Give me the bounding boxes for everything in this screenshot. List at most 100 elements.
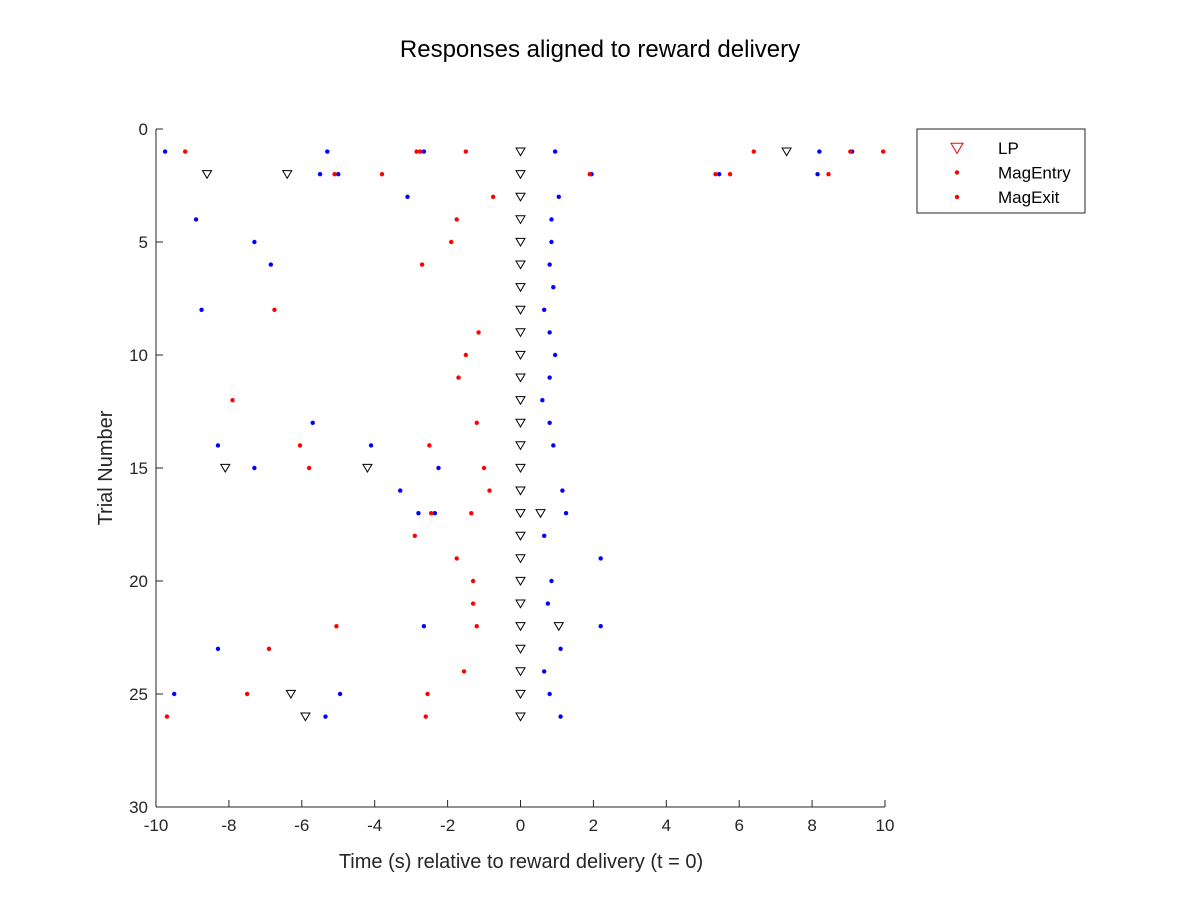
lever-press-marker — [515, 531, 526, 541]
chart-title: Responses aligned to reward delivery — [400, 36, 800, 63]
lever-press-marker — [515, 509, 526, 519]
x-tick-label: -6 — [294, 816, 309, 835]
red-data-point — [425, 691, 430, 697]
blue-data-point — [549, 578, 554, 584]
lever-press-marker — [515, 712, 526, 722]
blue-data-point — [432, 511, 438, 516]
blue-data-point — [545, 601, 551, 606]
red-data-point — [454, 556, 459, 561]
plot-area: -10 -8 -6 -4 -2 0 2 4 6 8 10 0 5 10 15 20 25 30 — [129, 120, 894, 835]
blue-data-point — [368, 443, 374, 448]
lever-press-marker — [515, 373, 526, 383]
x-tick-label: 8 — [807, 816, 816, 835]
blue-data-point — [551, 443, 556, 448]
blue-data-point — [215, 646, 221, 651]
blue-data-point — [421, 149, 427, 154]
blue-data-point — [310, 420, 315, 425]
y-tick-label: 0 — [139, 120, 148, 139]
lever-press-marker — [515, 328, 526, 338]
lever-press-marker — [515, 215, 526, 225]
red-data-point — [418, 149, 423, 154]
blue-data-point — [547, 330, 552, 335]
lever-press-marker — [781, 147, 792, 157]
red-data-point — [461, 669, 467, 674]
lever-press-marker — [553, 622, 565, 632]
blue-data-point — [436, 465, 441, 471]
red-data-point — [423, 714, 428, 719]
lever-press-marker — [285, 689, 297, 700]
blue-data-point — [549, 239, 554, 245]
red-data-point — [332, 172, 337, 177]
red-data-point — [427, 443, 432, 448]
red-data-point — [297, 443, 303, 448]
lever-press-marker — [515, 622, 526, 632]
y-tick-label: 10 — [129, 346, 148, 365]
lever-press-marker — [515, 441, 526, 451]
blue-data-point — [317, 172, 323, 177]
legend-label: LP — [998, 139, 1019, 158]
blue-data-point — [552, 149, 558, 154]
blue-data-point — [162, 149, 168, 154]
x-tick-label: -4 — [367, 816, 382, 835]
red-data-point — [751, 149, 756, 154]
blue-data-point — [547, 691, 552, 697]
x-tick-label: -10 — [144, 816, 169, 835]
lever-press-marker — [515, 396, 526, 406]
lever-press-marker — [515, 170, 526, 180]
lever-press-marker — [300, 712, 311, 722]
lever-press-marker — [515, 689, 526, 700]
lever-press-marker — [515, 576, 526, 587]
red-data-point — [587, 172, 592, 177]
y-tick-label: 25 — [129, 685, 148, 704]
x-tick-label: -8 — [221, 816, 236, 835]
blue-data-point — [547, 420, 552, 425]
blue-data-point — [199, 307, 204, 312]
red-data-point — [474, 624, 479, 629]
lever-press-marker — [362, 463, 373, 474]
lever-press-marker — [281, 170, 293, 180]
lever-press-marker — [515, 463, 526, 474]
blue-data-point — [398, 488, 403, 493]
red-data-point — [727, 172, 733, 177]
lever-press-marker — [515, 644, 526, 654]
blue-data-point — [336, 172, 341, 177]
lever-press-marker — [515, 192, 526, 202]
lever-press-marker — [515, 147, 526, 157]
red-data-point — [476, 330, 481, 335]
lever-press-marker — [515, 554, 526, 564]
red-data-point — [470, 601, 476, 606]
lever-press-marker — [535, 509, 546, 519]
red-data-point — [826, 172, 831, 177]
x-tick-label: 2 — [589, 816, 598, 835]
lever-press-marker — [515, 486, 526, 496]
x-tick-label: 4 — [662, 816, 671, 835]
y-axis-title: Trial Number — [95, 410, 117, 525]
red-data-point — [487, 488, 492, 493]
red-data-point — [470, 578, 476, 584]
blue-data-point — [323, 714, 328, 719]
blue-data-point — [552, 352, 558, 358]
lever-press-marker — [515, 667, 526, 677]
lever-press-marker — [515, 283, 526, 293]
blue-data-point — [252, 239, 257, 245]
red-data-point — [463, 149, 469, 154]
legend-marker-magexit — [954, 194, 960, 200]
red-data-point — [412, 533, 417, 538]
lever-press-marker — [515, 350, 526, 361]
red-data-point — [266, 646, 272, 651]
y-tick-label: 20 — [129, 572, 148, 591]
red-data-point — [848, 149, 853, 154]
y-axis-ticks: 0 5 10 15 20 25 30 — [129, 120, 163, 817]
legend-label: MagEntry — [998, 164, 1071, 183]
blue-data-point — [547, 262, 552, 267]
lever-press-marker — [515, 418, 526, 428]
y-tick-label: 30 — [129, 798, 148, 817]
red-data-point — [463, 352, 469, 358]
blue-data-point — [193, 217, 199, 222]
blue-data-point — [405, 194, 410, 199]
blue-data-point — [172, 691, 177, 697]
legend-box — [916, 128, 1086, 214]
blue-data-point — [547, 375, 552, 380]
lever-press-marker — [515, 260, 526, 270]
